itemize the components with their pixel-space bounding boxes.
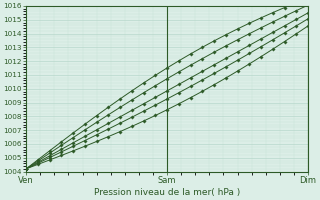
X-axis label: Pression niveau de la mer( hPa ): Pression niveau de la mer( hPa )	[94, 188, 240, 197]
